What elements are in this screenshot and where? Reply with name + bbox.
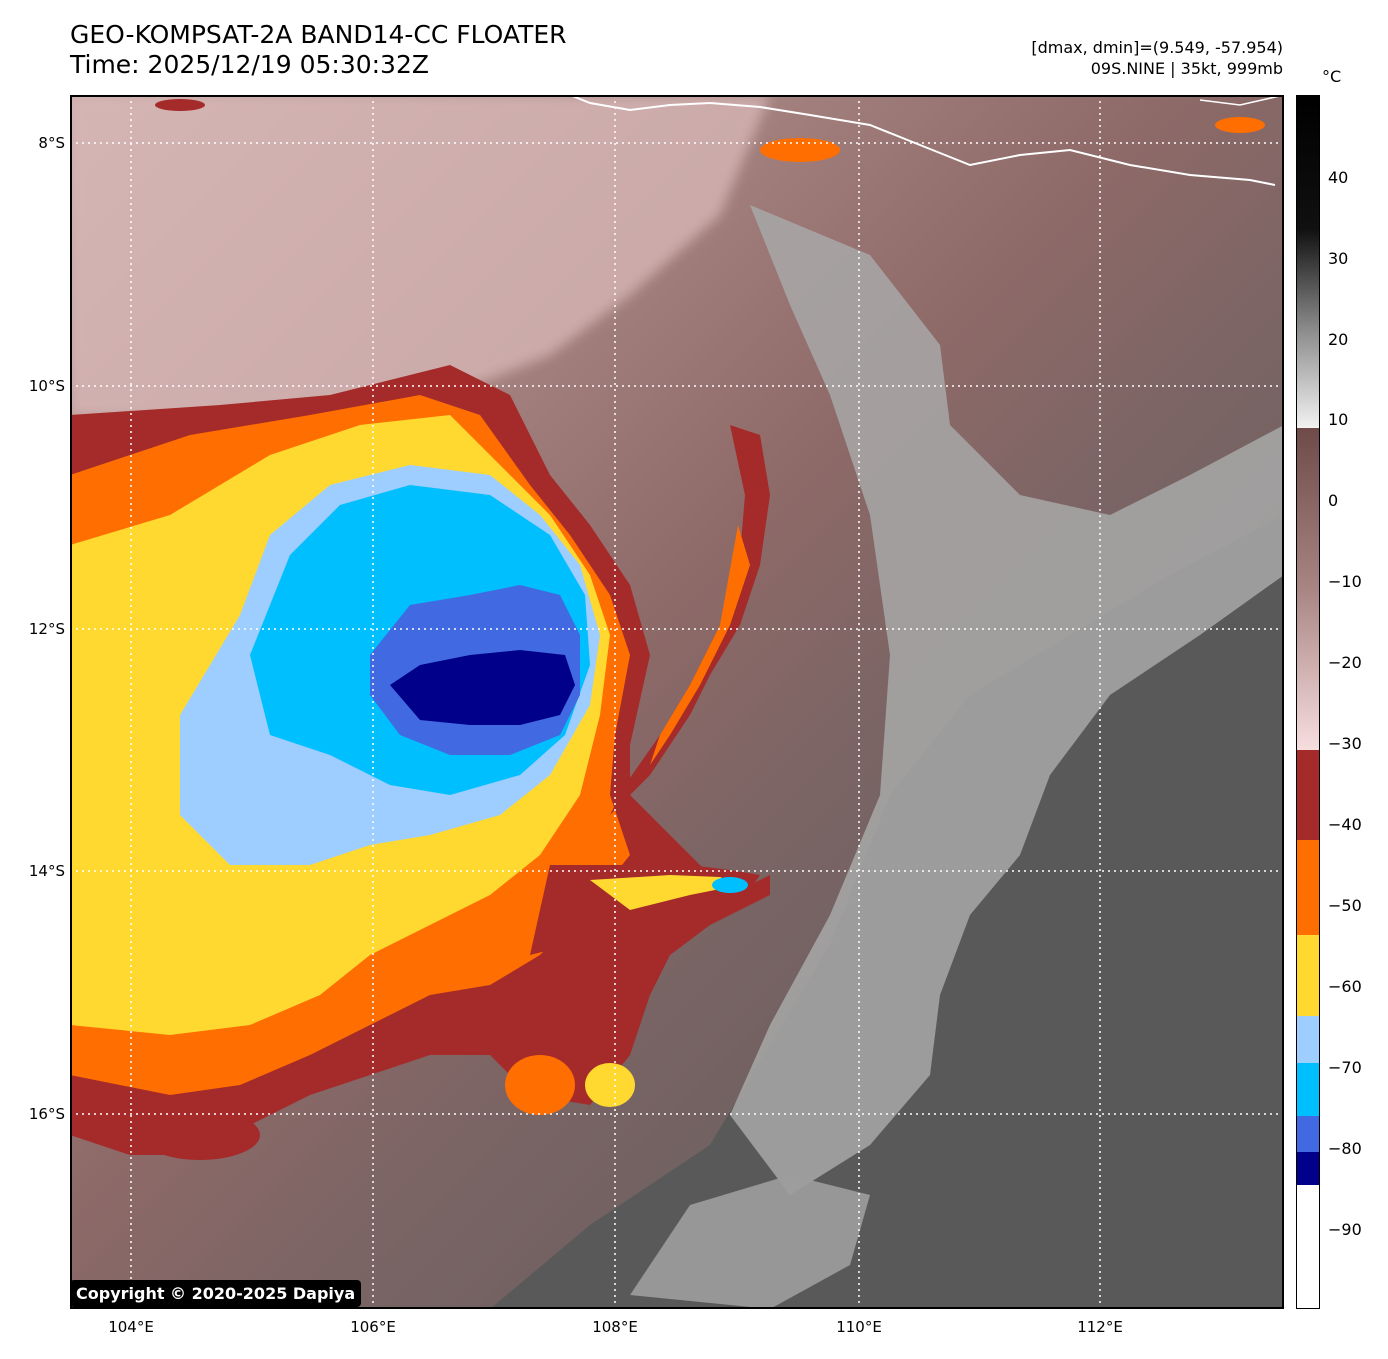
copyright-badge: Copyright © 2020-2025 Dapiya bbox=[70, 1280, 362, 1307]
map-imagery bbox=[70, 95, 1284, 1309]
gridlines bbox=[70, 95, 1284, 1309]
lon-label-108e: 108°E bbox=[592, 1318, 638, 1336]
lon-label-104e: 104°E bbox=[108, 1318, 154, 1336]
colorbar-tick-40: 40 bbox=[1328, 168, 1349, 187]
colorbar-tick-30: 30 bbox=[1328, 249, 1349, 268]
colorbar-tick-minus60: −60 bbox=[1328, 977, 1362, 996]
rainband-east-core bbox=[650, 525, 750, 765]
colorbar-tick-10: 10 bbox=[1328, 410, 1349, 429]
lon-label-106e: 106°E bbox=[350, 1318, 396, 1336]
satellite-map bbox=[70, 95, 1284, 1309]
map-frame bbox=[70, 95, 1284, 1309]
colorbar-unit: °C bbox=[1322, 67, 1342, 86]
convective-blob-south-2 bbox=[585, 1063, 635, 1107]
colorbar-graphic bbox=[1297, 96, 1319, 1308]
storm-label: 09S.NINE | 35kt, 999mb bbox=[1090, 59, 1283, 78]
north-convection bbox=[760, 138, 840, 162]
lon-label-110e: 110°E bbox=[836, 1318, 882, 1336]
chart-title: GEO-KOMPSAT-2A BAND14-CC FLOATER bbox=[70, 20, 567, 49]
lon-label-112e: 112°E bbox=[1077, 1318, 1123, 1336]
convective-cell bbox=[712, 877, 748, 893]
lat-label-10s: 10°S bbox=[28, 377, 65, 395]
colorbar-tick-minus90: −90 bbox=[1328, 1220, 1362, 1239]
north-convection-2 bbox=[1215, 117, 1265, 133]
colorbar-tick-minus50: −50 bbox=[1328, 896, 1362, 915]
low-clouds-east bbox=[730, 205, 1284, 1195]
colorbar-tick-minus40: −40 bbox=[1328, 815, 1362, 834]
lat-label-12s: 12°S bbox=[28, 620, 65, 638]
convective-blob-south bbox=[505, 1055, 575, 1115]
colorbar-tick-minus10: −10 bbox=[1328, 572, 1362, 591]
colorbar-tick-minus70: −70 bbox=[1328, 1058, 1362, 1077]
colorbar-tick-minus20: −20 bbox=[1328, 653, 1362, 672]
time-label: Time: 2025/12/19 05:30:32Z bbox=[70, 50, 429, 79]
lat-label-16s: 16°S bbox=[28, 1105, 65, 1123]
coastline bbox=[569, 95, 1276, 186]
convective-blob-south-3 bbox=[140, 1110, 260, 1160]
colorbar-tick-0: 0 bbox=[1328, 491, 1339, 510]
cirrus-northwest bbox=[70, 95, 770, 425]
rainband-east bbox=[610, 425, 770, 815]
lat-label-8s: 8°S bbox=[38, 134, 65, 152]
colorbar bbox=[1296, 95, 1320, 1309]
coastline-2 bbox=[1199, 95, 1284, 106]
cloud-core-darkblue bbox=[390, 650, 575, 725]
north-convection-3 bbox=[155, 99, 205, 111]
colorbar-tick-minus80: −80 bbox=[1328, 1139, 1362, 1158]
rainband-south-core bbox=[590, 875, 740, 910]
colorbar-tick-minus30: −30 bbox=[1328, 734, 1362, 753]
lat-label-14s: 14°S bbox=[28, 862, 65, 880]
low-clouds-south bbox=[630, 1175, 870, 1309]
range-label: [dmax, dmin]=(9.549, -57.954) bbox=[1031, 38, 1283, 57]
colorbar-tick-20: 20 bbox=[1328, 330, 1349, 349]
